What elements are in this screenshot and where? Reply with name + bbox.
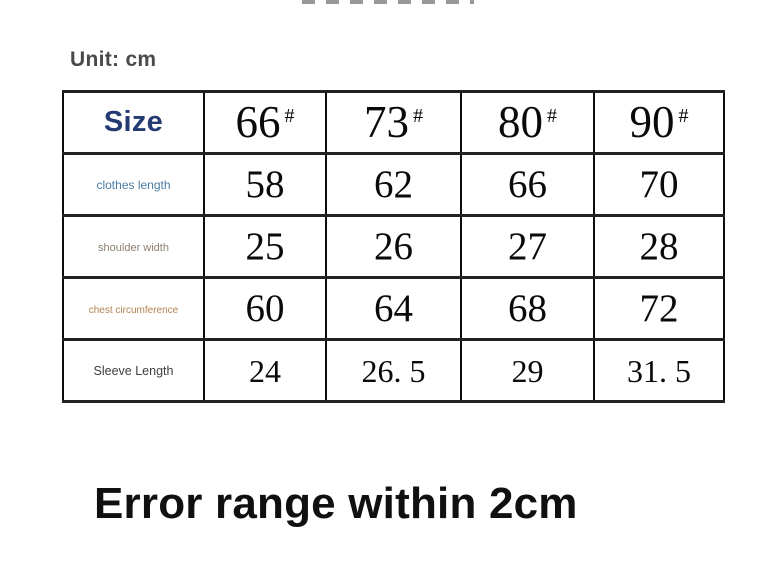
row-label: chest circumference: [88, 304, 179, 316]
table-cell: 24: [203, 338, 327, 403]
table-cell: 68: [460, 276, 595, 341]
cell-value: 28: [639, 225, 679, 268]
cell-value: 66: [508, 163, 547, 206]
hash-mark: #: [413, 105, 423, 127]
table-cell: 27: [460, 214, 595, 279]
cell-value: 25: [245, 225, 285, 268]
table-cell: 26. 5: [325, 338, 462, 403]
size-column-90: 90 #: [593, 90, 725, 155]
unit-label: Unit: cm: [70, 48, 157, 71]
size-number: 66: [235, 97, 281, 147]
row-label-cell: clothes length: [62, 152, 205, 217]
size-number: 73: [364, 97, 409, 147]
size-chart-table: Size 66 # 73 # 80 # 90 # clothes length 58 6…: [62, 90, 725, 403]
cell-value: 62: [374, 163, 413, 206]
cell-value: 29: [511, 352, 544, 389]
table-row-shoulder-width: shoulder width 25 26 27 28: [62, 214, 725, 279]
table-cell: 70: [593, 152, 725, 217]
table-cell: 28: [593, 214, 725, 279]
table-row-clothes-length: clothes length 58 62 66 70: [62, 152, 725, 217]
cell-value: 60: [245, 287, 285, 330]
table-cell: 60: [203, 276, 327, 341]
cell-value: 68: [508, 287, 547, 330]
cell-value: 27: [508, 225, 547, 268]
table-cell: 26: [325, 214, 462, 279]
hash-mark: #: [284, 105, 295, 127]
error-range-note: Error range within 2cm: [94, 479, 578, 528]
row-label-cell: Sleeve Length: [62, 338, 205, 403]
cell-value: 72: [639, 287, 679, 330]
size-number: 80: [498, 97, 543, 147]
table-cell: 64: [325, 276, 462, 341]
row-label-cell: shoulder width: [62, 214, 205, 279]
cell-value: 70: [639, 163, 679, 206]
cell-value: 24: [249, 352, 281, 389]
table-row-sleeve-length: Sleeve Length 24 26. 5 29 31. 5: [62, 338, 725, 403]
cell-value: 58: [245, 163, 285, 206]
row-label: clothes length: [96, 177, 171, 192]
size-number: 90: [629, 97, 675, 147]
hash-mark: #: [678, 105, 689, 127]
size-header-cell: Size: [62, 90, 205, 155]
size-column-73: 73 #: [325, 90, 462, 155]
table-cell: 31. 5: [593, 338, 725, 403]
table-cell: 66: [460, 152, 595, 217]
table-cell: 25: [203, 214, 327, 279]
size-column-80: 80 #: [460, 90, 595, 155]
cropped-text-artifact: [302, 0, 474, 4]
row-label: shoulder width: [98, 241, 169, 254]
table-cell: 72: [593, 276, 725, 341]
cell-value: 26. 5: [361, 352, 426, 389]
cell-value: 31. 5: [627, 352, 691, 389]
table-cell: 29: [460, 338, 595, 403]
table-row-chest-circumference: chest circumference 60 64 68 72: [62, 276, 725, 341]
hash-mark: #: [547, 105, 557, 127]
row-label-cell: chest circumference: [62, 276, 205, 341]
size-header-label: Size: [103, 106, 164, 138]
cell-value: 64: [374, 287, 413, 330]
cell-value: 26: [374, 225, 413, 268]
table-header-row: Size 66 # 73 # 80 # 90 #: [62, 90, 725, 155]
table-cell: 62: [325, 152, 462, 217]
row-label: Sleeve Length: [93, 363, 174, 378]
size-column-66: 66 #: [203, 90, 327, 155]
table-cell: 58: [203, 152, 327, 217]
